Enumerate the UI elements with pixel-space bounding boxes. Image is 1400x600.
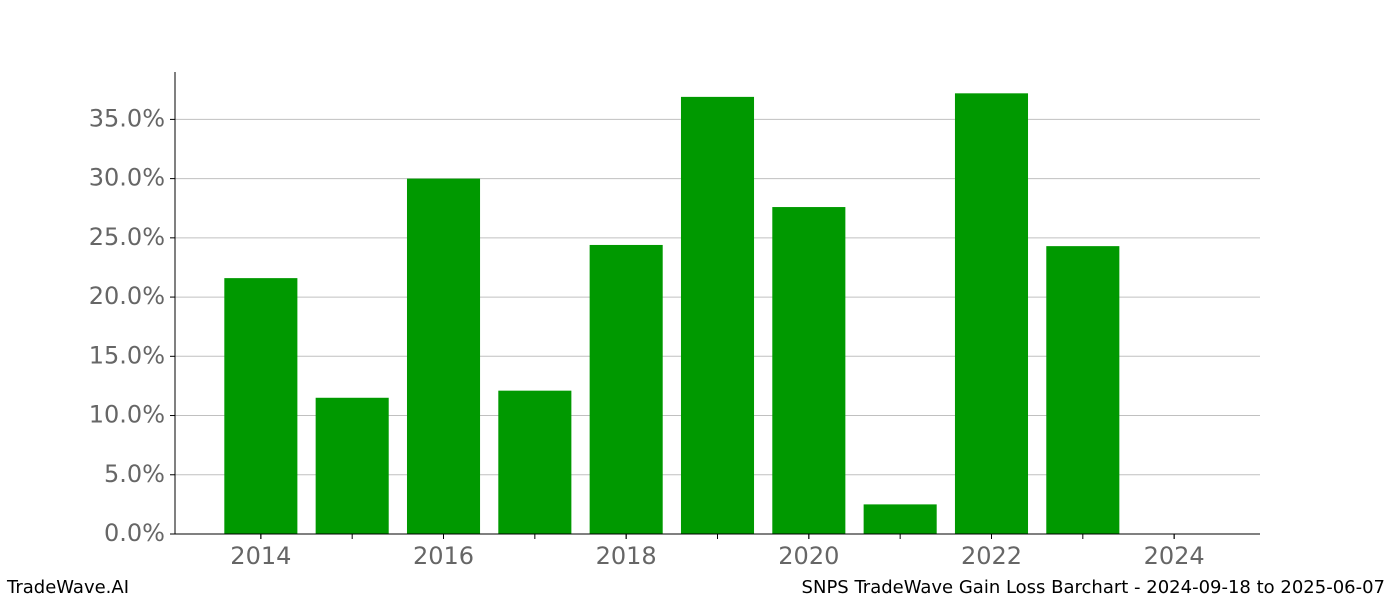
y-tick-label: 30.0% bbox=[89, 164, 165, 192]
x-tick-label: 2020 bbox=[778, 542, 839, 570]
y-tick-label: 0.0% bbox=[104, 519, 165, 547]
x-tick-label: 2016 bbox=[413, 542, 474, 570]
bar bbox=[589, 244, 663, 534]
bar bbox=[954, 93, 1029, 535]
y-tick-label: 20.0% bbox=[89, 282, 165, 310]
footer-right: SNPS TradeWave Gain Loss Barchart - 2024… bbox=[802, 577, 1385, 598]
bar bbox=[315, 397, 389, 534]
x-tick-label: 2018 bbox=[596, 542, 657, 570]
y-tick-label: 25.0% bbox=[89, 223, 165, 251]
x-tick-label: 2014 bbox=[230, 542, 291, 570]
y-tick-label: 15.0% bbox=[89, 341, 165, 369]
bar bbox=[224, 278, 298, 534]
y-tick-label: 35.0% bbox=[89, 104, 165, 132]
bar bbox=[498, 390, 572, 534]
bar bbox=[1046, 246, 1120, 534]
bar bbox=[863, 504, 937, 534]
bar bbox=[680, 96, 755, 534]
x-tick-label: 2022 bbox=[961, 542, 1022, 570]
footer-left: TradeWave.AI bbox=[6, 577, 129, 598]
y-tick-label: 10.0% bbox=[89, 401, 165, 429]
x-tick-label: 2024 bbox=[1144, 542, 1205, 570]
y-tick-label: 5.0% bbox=[104, 460, 165, 488]
bar bbox=[406, 178, 481, 534]
bar bbox=[772, 207, 846, 535]
